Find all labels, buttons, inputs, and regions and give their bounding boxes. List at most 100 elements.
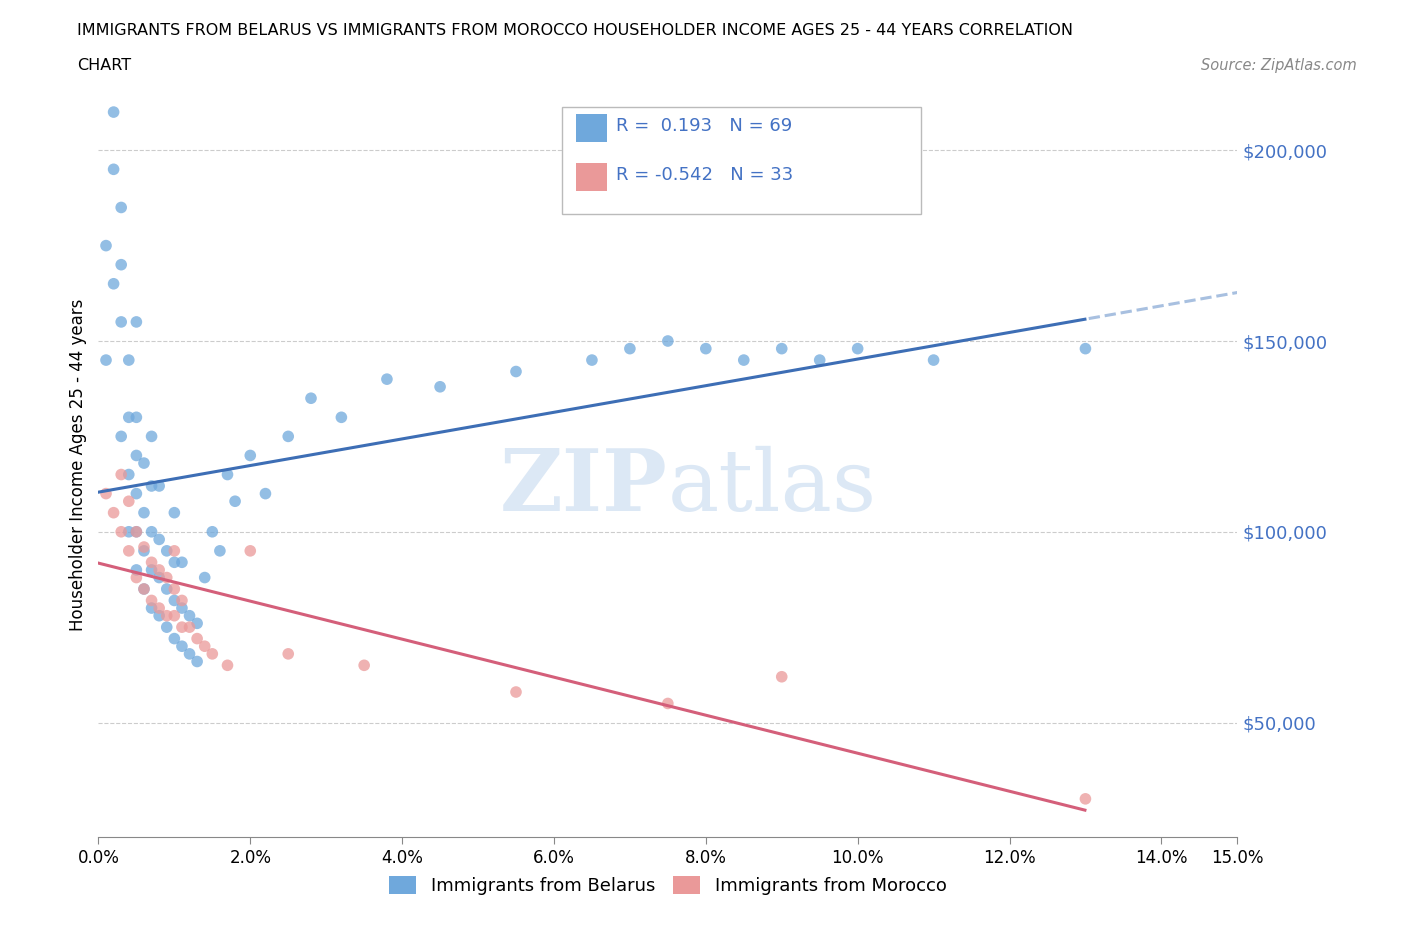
- Point: [217, 658, 239, 672]
- Point: [353, 658, 375, 672]
- Point: [141, 479, 163, 494]
- Point: [141, 593, 163, 608]
- Point: [125, 563, 148, 578]
- Text: CHART: CHART: [77, 58, 131, 73]
- Point: [148, 532, 170, 547]
- Point: [125, 525, 148, 539]
- Point: [148, 563, 170, 578]
- Point: [239, 543, 262, 558]
- Point: [170, 619, 193, 634]
- Point: [163, 505, 186, 520]
- Point: [94, 238, 117, 253]
- Point: [132, 581, 155, 596]
- Text: Source: ZipAtlas.com: Source: ZipAtlas.com: [1201, 58, 1357, 73]
- Point: [103, 505, 125, 520]
- Point: [330, 410, 353, 425]
- Point: [118, 467, 141, 482]
- Point: [808, 352, 831, 367]
- Y-axis label: Householder Income Ages 25 - 44 years: Householder Income Ages 25 - 44 years: [69, 299, 87, 631]
- Text: ZIP: ZIP: [501, 445, 668, 529]
- Point: [505, 364, 527, 379]
- Point: [224, 494, 246, 509]
- Point: [141, 601, 163, 616]
- Point: [110, 200, 132, 215]
- Point: [846, 341, 869, 356]
- Point: [179, 646, 201, 661]
- Point: [156, 581, 179, 596]
- Point: [110, 429, 132, 444]
- Point: [110, 525, 132, 539]
- Text: R = -0.542   N = 33: R = -0.542 N = 33: [616, 166, 793, 184]
- Point: [239, 448, 262, 463]
- Point: [163, 593, 186, 608]
- Text: IMMIGRANTS FROM BELARUS VS IMMIGRANTS FROM MOROCCO HOUSEHOLDER INCOME AGES 25 - : IMMIGRANTS FROM BELARUS VS IMMIGRANTS FR…: [77, 23, 1073, 38]
- Point: [156, 608, 179, 623]
- Point: [141, 429, 163, 444]
- Point: [156, 570, 179, 585]
- Point: [170, 555, 193, 570]
- Point: [110, 467, 132, 482]
- Point: [132, 456, 155, 471]
- Point: [179, 608, 201, 623]
- Point: [94, 486, 117, 501]
- Point: [125, 448, 148, 463]
- Point: [103, 276, 125, 291]
- Point: [299, 391, 322, 405]
- Point: [581, 352, 603, 367]
- Point: [695, 341, 717, 356]
- Point: [733, 352, 755, 367]
- Point: [118, 494, 141, 509]
- Point: [148, 570, 170, 585]
- Point: [277, 429, 299, 444]
- Point: [1074, 341, 1097, 356]
- Point: [163, 608, 186, 623]
- Point: [163, 631, 186, 646]
- Point: [170, 639, 193, 654]
- Point: [277, 646, 299, 661]
- Point: [118, 410, 141, 425]
- Point: [922, 352, 945, 367]
- Point: [201, 646, 224, 661]
- Point: [217, 467, 239, 482]
- Point: [132, 539, 155, 554]
- Point: [103, 162, 125, 177]
- Point: [1074, 791, 1097, 806]
- Point: [125, 486, 148, 501]
- Point: [186, 631, 208, 646]
- Point: [170, 593, 193, 608]
- Text: atlas: atlas: [668, 445, 877, 529]
- Point: [163, 581, 186, 596]
- Point: [770, 670, 793, 684]
- Point: [657, 696, 679, 711]
- Point: [163, 555, 186, 570]
- Point: [657, 334, 679, 349]
- Legend: Immigrants from Belarus, Immigrants from Morocco: Immigrants from Belarus, Immigrants from…: [382, 869, 953, 902]
- Point: [194, 639, 217, 654]
- Point: [156, 543, 179, 558]
- Point: [141, 555, 163, 570]
- Point: [132, 505, 155, 520]
- Point: [505, 684, 527, 699]
- Point: [110, 314, 132, 329]
- Point: [125, 525, 148, 539]
- Point: [110, 258, 132, 272]
- Point: [254, 486, 277, 501]
- Point: [186, 616, 208, 631]
- Point: [118, 352, 141, 367]
- Point: [179, 619, 201, 634]
- Text: R =  0.193   N = 69: R = 0.193 N = 69: [616, 116, 792, 135]
- Point: [186, 654, 208, 669]
- Point: [156, 619, 179, 634]
- Point: [94, 352, 117, 367]
- Point: [148, 608, 170, 623]
- Point: [125, 570, 148, 585]
- Point: [163, 543, 186, 558]
- Point: [103, 105, 125, 120]
- Point: [194, 570, 217, 585]
- Point: [170, 601, 193, 616]
- Point: [770, 341, 793, 356]
- Point: [208, 543, 231, 558]
- Point: [118, 525, 141, 539]
- Point: [148, 601, 170, 616]
- Point: [148, 479, 170, 494]
